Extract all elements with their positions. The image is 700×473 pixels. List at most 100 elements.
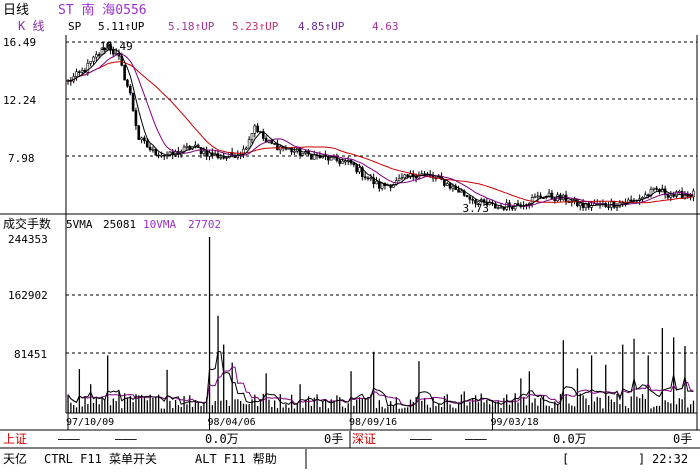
candle-body bbox=[578, 202, 582, 207]
candle-body bbox=[97, 54, 101, 56]
volume-bar bbox=[155, 396, 157, 413]
sh-index-label[interactable]: 上证 bbox=[3, 432, 27, 446]
volume-bar bbox=[356, 399, 358, 413]
volume-bar bbox=[664, 400, 666, 413]
ma-long-line bbox=[67, 61, 694, 204]
candle-body bbox=[160, 154, 163, 157]
volume-bar bbox=[639, 398, 641, 413]
volume-bar bbox=[531, 402, 533, 413]
volume-bar bbox=[268, 399, 270, 413]
volume-bar bbox=[169, 400, 171, 413]
command-bracket-left: [ bbox=[562, 452, 569, 466]
volume-bar bbox=[225, 400, 228, 413]
ma-short-line bbox=[67, 48, 694, 208]
help-hint[interactable]: ALT F11 帮助 bbox=[195, 452, 277, 466]
volume-bar bbox=[559, 393, 562, 413]
volume-bar bbox=[525, 405, 528, 413]
volume-bar bbox=[95, 398, 97, 413]
volume-bar bbox=[528, 371, 530, 413]
volume-bar bbox=[370, 394, 372, 413]
volume-bar bbox=[500, 407, 502, 413]
volume-bar bbox=[630, 396, 632, 413]
volume-bar bbox=[132, 402, 134, 413]
volume-bar bbox=[562, 340, 564, 413]
candle-body bbox=[151, 148, 155, 151]
candle-body bbox=[199, 147, 203, 154]
volume-bar bbox=[622, 344, 624, 413]
volume-bar bbox=[126, 397, 129, 413]
volume-bar bbox=[302, 407, 304, 413]
candle-body bbox=[550, 192, 554, 199]
volume-bar bbox=[506, 394, 508, 413]
volume-bar bbox=[429, 407, 431, 413]
volume-bar bbox=[319, 406, 321, 413]
candle-body bbox=[380, 182, 384, 189]
brand-label: 天亿 bbox=[3, 451, 27, 466]
volume-bar bbox=[653, 406, 655, 413]
volume-bar bbox=[514, 393, 516, 413]
volume-bar bbox=[681, 399, 683, 413]
candle-body bbox=[372, 177, 375, 185]
volume-bar bbox=[658, 405, 661, 413]
volume-bar bbox=[656, 405, 658, 413]
volume-bar bbox=[375, 408, 378, 413]
ma-value-3: 5.23↑UP bbox=[232, 20, 279, 33]
volume-bar bbox=[138, 395, 140, 413]
volume-bar bbox=[517, 402, 519, 413]
candle-body bbox=[162, 154, 166, 157]
volume-bar bbox=[259, 399, 262, 413]
candle-body bbox=[621, 202, 624, 204]
volume-bar bbox=[305, 399, 307, 413]
volume-tick-low: 81451 bbox=[14, 348, 47, 361]
vma5-value: 25081 bbox=[103, 218, 136, 231]
candle-body bbox=[256, 125, 259, 133]
volume-bar bbox=[446, 394, 448, 413]
candle-body bbox=[261, 131, 265, 139]
volume-bar bbox=[415, 396, 417, 413]
candle-body bbox=[103, 47, 107, 51]
candle-body bbox=[293, 150, 296, 153]
vma5-label: 5VMA bbox=[66, 218, 93, 231]
menu-toggle-hint[interactable]: CTRL F11 菜单开关 bbox=[44, 452, 157, 466]
volume-bar bbox=[624, 406, 627, 413]
volume-bar bbox=[469, 401, 471, 413]
volume-bar bbox=[523, 396, 525, 413]
volume-bar bbox=[129, 396, 131, 413]
volume-bar bbox=[585, 398, 587, 413]
candle-body bbox=[128, 85, 132, 94]
volume-bar bbox=[373, 351, 375, 413]
volume-bar bbox=[203, 402, 205, 413]
candle-body bbox=[185, 145, 189, 148]
candle-body bbox=[250, 133, 254, 140]
volume-bar bbox=[98, 404, 100, 413]
volume-bar bbox=[407, 407, 409, 413]
sz-index-label[interactable]: 深证 bbox=[352, 432, 376, 446]
sh-dash-2: ——— bbox=[115, 432, 137, 446]
candle-body bbox=[145, 140, 149, 148]
volume-bar bbox=[619, 404, 621, 413]
volume-bar bbox=[474, 395, 477, 413]
volume-bar bbox=[214, 401, 216, 413]
volume-bar bbox=[73, 404, 75, 413]
candle-body bbox=[533, 196, 537, 199]
candle-body bbox=[655, 187, 658, 190]
candle-body bbox=[536, 195, 540, 198]
volume-bar bbox=[333, 400, 335, 413]
volume-bar bbox=[542, 395, 545, 413]
volume-bar bbox=[511, 399, 514, 413]
volume-bar bbox=[554, 401, 556, 413]
date-tick-label: 98/09/16 bbox=[349, 417, 397, 428]
volume-bar bbox=[616, 393, 618, 413]
candle-body bbox=[247, 139, 251, 149]
volume-bar bbox=[463, 391, 465, 413]
volume-bar bbox=[361, 398, 364, 413]
volume-bar bbox=[384, 408, 386, 413]
volume-bar bbox=[573, 406, 576, 413]
volume-bar bbox=[477, 402, 480, 413]
candle-body bbox=[140, 137, 143, 140]
volume-bar bbox=[316, 394, 318, 413]
volume-bar bbox=[392, 405, 395, 413]
candle-body bbox=[344, 160, 347, 163]
volume-bar bbox=[596, 396, 598, 413]
candle-body bbox=[672, 195, 675, 197]
